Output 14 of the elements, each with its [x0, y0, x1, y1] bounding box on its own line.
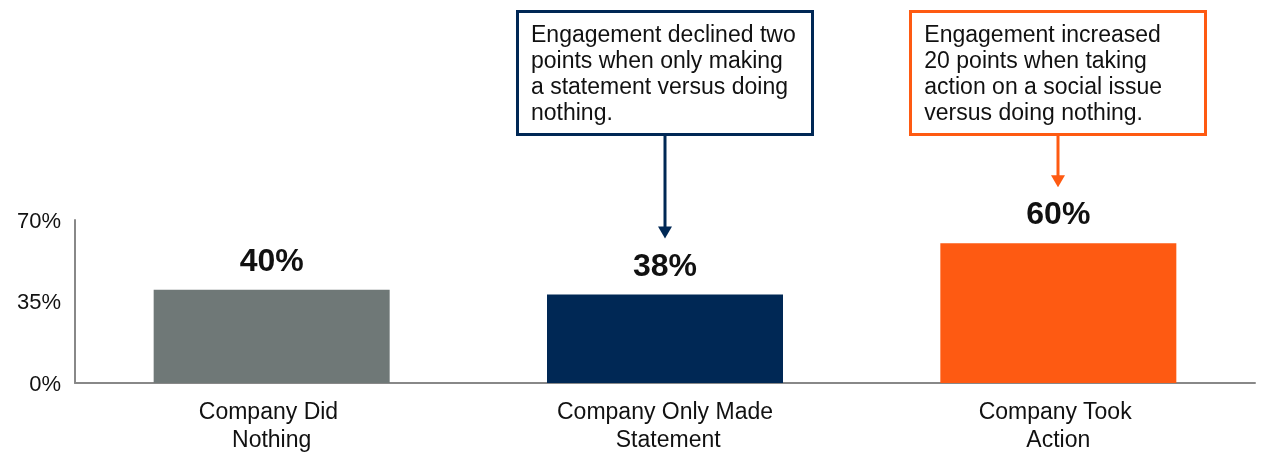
x-tick-label: Company Did Nothing [198, 398, 345, 452]
x-tick-label: Company Took Action [978, 398, 1139, 452]
data-label: 38% [632, 246, 698, 283]
bar [940, 243, 1177, 383]
x-tick-label: Company Only Made Statement [556, 398, 774, 452]
y-tick-label: 70% [16, 207, 61, 233]
bar [547, 294, 783, 383]
text: Engagement increased 20 points when taking action on a social issue versus doing nothing. [909, 10, 1208, 136]
data-label: 60% [1026, 195, 1091, 232]
y-tick-label: 0% [29, 370, 61, 396]
bar [153, 289, 390, 383]
text: Engagement declined two points when only making a statement versus doing nothing. [516, 10, 814, 136]
data-label: 40% [239, 241, 304, 278]
y-tick-label: 35% [16, 289, 61, 314]
